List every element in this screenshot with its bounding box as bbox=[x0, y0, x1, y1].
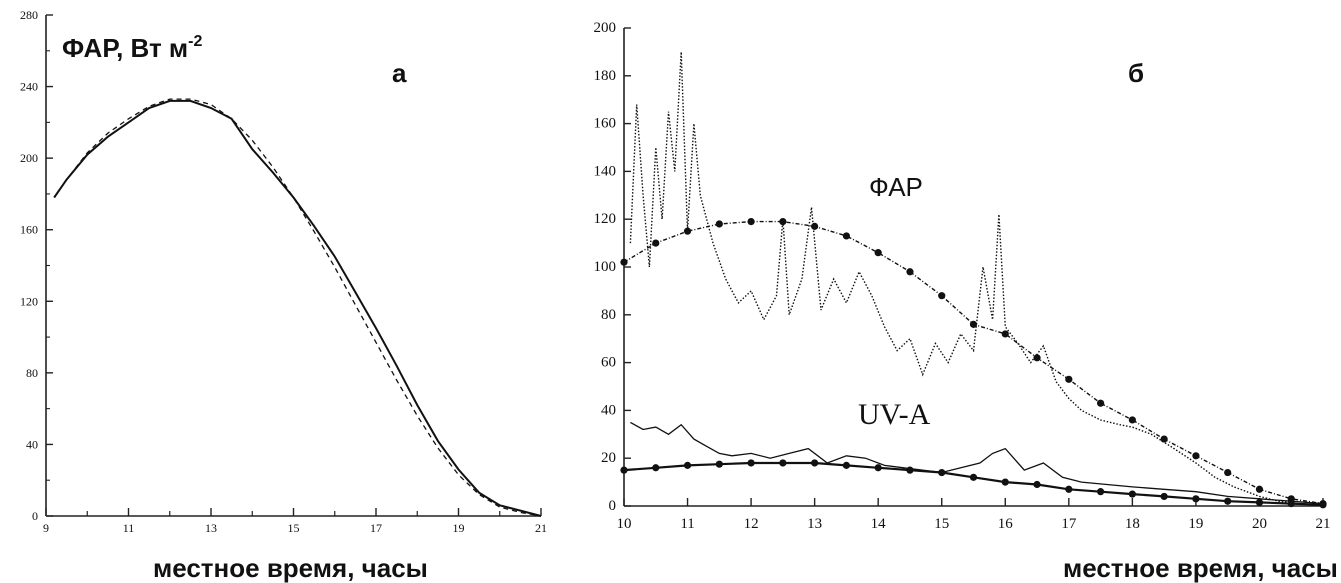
panel-a-x-tick-label: 17 bbox=[370, 521, 382, 535]
panel-b-series-3-point bbox=[1192, 495, 1200, 503]
panel-b-series-3-point bbox=[842, 461, 851, 469]
panel-b-xlabel: местное время, часы bbox=[1063, 553, 1338, 583]
panel-b-label: б bbox=[1128, 58, 1144, 88]
panel-b-x-tick-label: 19 bbox=[1188, 516, 1203, 532]
panel-b-series-3-point bbox=[715, 460, 723, 468]
panel-a-y-tick-label: 160 bbox=[20, 223, 38, 237]
panel-a-ylabel-sup: -2 bbox=[188, 33, 202, 50]
panel-b-series-3-point bbox=[620, 466, 628, 474]
panel-b-series-3-point bbox=[1096, 488, 1105, 496]
panel-b-series-3-point bbox=[1224, 497, 1232, 505]
panel-a-ylabel: ФАР, Вт м-2 bbox=[62, 33, 202, 63]
panel-b-series-3-line bbox=[623, 461, 1324, 506]
panel-b-series-1-point bbox=[715, 220, 723, 228]
panel-a-xlabel: местное время, часы bbox=[153, 553, 428, 583]
panel-b-series-0-line bbox=[629, 51, 1324, 507]
panel-b-series-1-point bbox=[1001, 330, 1009, 338]
panel-b-series-1-point bbox=[1065, 375, 1073, 383]
panel-a-y-tick-label: 240 bbox=[20, 80, 38, 94]
panel-b-series-3-point bbox=[906, 466, 914, 474]
panel-a-x-tick-label: 19 bbox=[453, 521, 465, 535]
panel-b-x-tick-label: 15 bbox=[934, 516, 949, 532]
panel-b-series-1-point bbox=[1033, 354, 1041, 362]
panel-b-series-3-point bbox=[1287, 500, 1295, 508]
panel-b-series-1-point bbox=[906, 268, 914, 276]
panel-a-y-tick-label: 120 bbox=[20, 294, 38, 308]
panel-b-series-3-point bbox=[1160, 492, 1168, 501]
panel-b-series-1-point bbox=[1192, 452, 1200, 460]
panel-a-y-tick-label: 200 bbox=[20, 151, 38, 165]
panel-b-y-tick-label: 20 bbox=[601, 450, 616, 466]
panel-b: б ФАР UV-A местное время, часы 10 11 12 13 1… bbox=[594, 20, 1338, 583]
panel-b-series-3-point bbox=[747, 459, 755, 467]
panel-a-x-tick-label: 11 bbox=[123, 521, 135, 535]
panel-b-series-1-point bbox=[652, 239, 660, 247]
panel-a-y-tick-label: 40 bbox=[26, 437, 38, 451]
panel-b-series-1-point bbox=[1255, 485, 1264, 493]
panel-b-series-1-point bbox=[874, 249, 882, 257]
panel-b-y-tick-label: 40 bbox=[601, 402, 616, 418]
panel-b-series-1-point bbox=[1160, 435, 1168, 443]
panel-b-y-tick-label: 140 bbox=[594, 163, 617, 179]
annotation-far: ФАР bbox=[869, 172, 923, 202]
panel-b-series-3-point bbox=[652, 464, 660, 472]
panel-b-x-tick-label: 13 bbox=[807, 516, 822, 532]
panel-b-series-1-point bbox=[811, 222, 819, 230]
panel-b-series-1-point bbox=[620, 258, 628, 266]
panel-b-x-tick-label: 21 bbox=[1316, 516, 1331, 532]
panel-b-y-tick-label: 160 bbox=[594, 116, 617, 132]
panel-a-y-tick-label: 80 bbox=[26, 366, 38, 380]
panel-a-y-tick-label: 280 bbox=[20, 8, 38, 22]
panel-b-x-tick-label: 17 bbox=[1061, 516, 1077, 532]
panel-a-label: а bbox=[392, 58, 407, 88]
panel-b-x-tick-label: 18 bbox=[1125, 516, 1140, 532]
panel-b-series-1-point bbox=[969, 320, 978, 328]
panel-a: ФАР, Вт м-2 а местное время, часы 9 11 13 1… bbox=[20, 8, 547, 583]
panel-b-series-3-point bbox=[1319, 501, 1327, 509]
panel-b-series-1-point bbox=[842, 232, 851, 240]
annotation-uva: UV-A bbox=[858, 398, 931, 431]
panel-b-x-tick-label: 16 bbox=[998, 516, 1014, 532]
panel-a-series-1-line bbox=[53, 98, 542, 517]
panel-a-x-tick-label: 13 bbox=[205, 521, 217, 535]
panel-b-series-3-point bbox=[874, 464, 882, 472]
panel-b-x-tick-label: 10 bbox=[617, 516, 632, 532]
panel-b-y-tick-label: 200 bbox=[594, 20, 617, 36]
panel-a-y-tick-label: 0 bbox=[32, 509, 38, 523]
panel-b-series-3-point bbox=[1255, 498, 1264, 507]
panel-a-x-tick-label: 21 bbox=[535, 521, 547, 535]
panel-b-series-3-point bbox=[779, 459, 787, 467]
panel-b-y-tick-label: 180 bbox=[594, 68, 617, 84]
panel-b-y-tick-label: 80 bbox=[601, 307, 616, 323]
panel-b-series-3-point bbox=[1128, 490, 1136, 498]
panel-b-series-3-point bbox=[969, 473, 978, 481]
panel-b-series-1-point bbox=[1128, 416, 1136, 424]
panel-b-series-1-point bbox=[938, 292, 946, 300]
panel-b-series-1-point bbox=[683, 227, 692, 235]
panel-b-y-tick-label: 60 bbox=[601, 355, 616, 371]
panel-b-series-1-point bbox=[747, 217, 755, 226]
panel-b-series-3-point bbox=[1001, 478, 1009, 486]
panel-b-x-tick-label: 12 bbox=[744, 516, 759, 532]
panel-b-series-3-point bbox=[1033, 480, 1041, 489]
panel-b-y-tick-label: 0 bbox=[609, 498, 617, 514]
panel-b-series-1-line bbox=[623, 220, 1324, 505]
panel-b-series-3-point bbox=[683, 461, 692, 469]
panel-b-x-tick-label: 11 bbox=[680, 516, 694, 532]
panel-b-series-1-point bbox=[1096, 399, 1105, 407]
panel-b-y-tick-label: 100 bbox=[594, 259, 617, 275]
panel-b-series-3-point bbox=[1065, 485, 1073, 493]
panel-b-series-3-point bbox=[811, 459, 819, 467]
panel-b-y-tick-label: 120 bbox=[594, 211, 617, 227]
panel-a-series-0-line bbox=[53, 99, 542, 517]
panel-b-x-tick-label: 20 bbox=[1252, 516, 1267, 532]
panel-b-series-1-point bbox=[1224, 468, 1232, 477]
panel-a-x-tick-label: 9 bbox=[43, 521, 49, 535]
panel-b-series-3-point bbox=[938, 468, 946, 477]
panel-b-x-tick-label: 14 bbox=[871, 516, 887, 532]
panel-b-series-1-point bbox=[779, 217, 787, 226]
panel-a-x-tick-label: 15 bbox=[288, 521, 300, 535]
